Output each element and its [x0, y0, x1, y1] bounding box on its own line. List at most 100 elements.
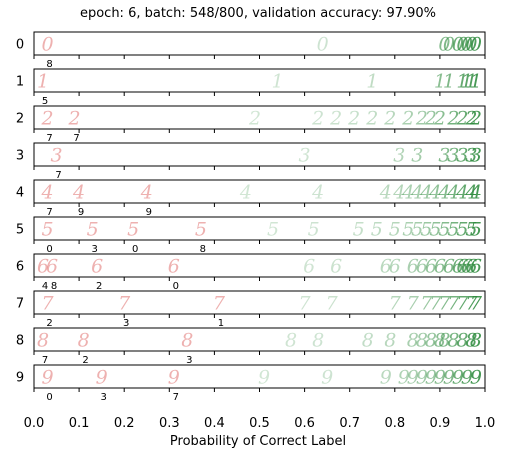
incorrect-point: 5	[41, 219, 53, 241]
correct-point: 2	[469, 108, 482, 130]
incorrect-point: 8	[78, 330, 90, 352]
predicted-label: 3	[186, 355, 192, 366]
predicted-label: 3	[91, 244, 97, 255]
predicted-label: 9	[146, 207, 152, 218]
correct-point: 3	[299, 145, 311, 167]
incorrect-point: 6	[37, 256, 49, 278]
correct-point: 1	[434, 71, 446, 93]
correct-point: 4	[410, 182, 423, 204]
x-tick-label: 0.9	[430, 416, 451, 431]
correct-point: 6	[456, 256, 468, 278]
correct-point: 6	[452, 256, 464, 278]
correct-point: 8	[434, 330, 446, 352]
predicted-label: 8	[46, 59, 52, 70]
correct-point: 3	[456, 145, 468, 167]
correct-point: 1	[465, 71, 477, 93]
correct-point: 1	[443, 71, 455, 93]
predicted-label: 0	[46, 392, 52, 403]
correct-point: 7	[438, 293, 451, 315]
correct-point: 6	[330, 256, 342, 278]
correct-point: 8	[456, 330, 468, 352]
correct-point: 4	[464, 182, 477, 204]
correct-point: 7	[429, 293, 442, 315]
correct-point: 9	[443, 367, 455, 389]
correct-point: 7	[299, 293, 312, 315]
correct-point: 7	[389, 293, 402, 315]
correct-point: 7	[326, 293, 339, 315]
correct-point: 8	[416, 330, 428, 352]
predicted-label: 2	[46, 318, 52, 329]
predicted-label: 9	[78, 207, 84, 218]
row-label: 7	[16, 297, 24, 312]
x-tick-label: 1.0	[475, 416, 496, 431]
correct-point: 4	[455, 182, 468, 204]
correct-point: 7	[407, 293, 420, 315]
row-label: 3	[16, 149, 24, 164]
correct-point: 2	[311, 108, 324, 130]
correct-point: 5	[402, 219, 414, 241]
predicted-label: 0	[132, 244, 138, 255]
incorrect-point: 8	[181, 330, 193, 352]
x-axis: 0.0 0.1 0.2 0.3 0.4 0.5 0.6 0.7 0.8 0.9 1.0	[24, 416, 496, 431]
correct-point: 2	[248, 108, 261, 130]
row-label: 9	[16, 371, 24, 386]
correct-point: 2	[464, 108, 477, 130]
correct-point: 6	[434, 256, 446, 278]
correct-point: 7	[447, 293, 460, 315]
incorrect-point: 2	[68, 108, 81, 130]
correct-point: 3	[438, 145, 450, 167]
incorrect-point: 2	[40, 108, 53, 130]
correct-point: 5	[465, 219, 477, 241]
predicted-label: 0	[46, 244, 52, 255]
predicted-label: 4	[42, 281, 48, 292]
incorrect-point: 5	[195, 219, 207, 241]
incorrect-point: 6	[46, 256, 58, 278]
correct-point: 1	[456, 71, 468, 93]
correct-point: 9	[380, 367, 392, 389]
correct-point: 0	[470, 34, 482, 56]
correct-point: 5	[411, 219, 423, 241]
correct-point: 3	[447, 145, 459, 167]
incorrect-point: 4	[72, 182, 85, 204]
correct-point: 0	[438, 34, 450, 56]
correct-point: 6	[416, 256, 428, 278]
correct-point: 1	[271, 71, 283, 93]
correct-point: 2	[365, 108, 378, 130]
correct-point: 4	[311, 182, 324, 204]
correct-point: 2	[347, 108, 360, 130]
correct-point: 4	[428, 182, 441, 204]
correct-point: 3	[465, 145, 477, 167]
correct-point: 5	[470, 219, 482, 241]
x-tick-label: 0.2	[114, 416, 135, 431]
correct-point: 2	[455, 108, 468, 130]
correct-point: 2	[415, 108, 428, 130]
correct-point: 0	[465, 34, 477, 56]
correct-point: 6	[303, 256, 315, 278]
correct-point: 9	[258, 367, 270, 389]
correct-point: 9	[470, 367, 482, 389]
incorrect-point: 9	[41, 367, 53, 389]
chart-title: epoch: 6, batch: 548/800, validation acc…	[80, 6, 436, 21]
correct-point: 6	[443, 256, 455, 278]
correct-point: 4	[469, 182, 482, 204]
x-tick-label: 0.1	[69, 416, 90, 431]
incorrect-point: 7	[213, 293, 226, 315]
correct-point: 6	[461, 256, 473, 278]
correct-point: 8	[362, 330, 374, 352]
correct-point: 9	[407, 367, 419, 389]
correct-point: 0	[452, 34, 464, 56]
row-label: 0	[16, 38, 24, 53]
correct-point: 2	[433, 108, 446, 130]
correct-point: 5	[267, 219, 279, 241]
correct-point: 1	[470, 71, 482, 93]
predicted-label: 1	[218, 318, 224, 329]
